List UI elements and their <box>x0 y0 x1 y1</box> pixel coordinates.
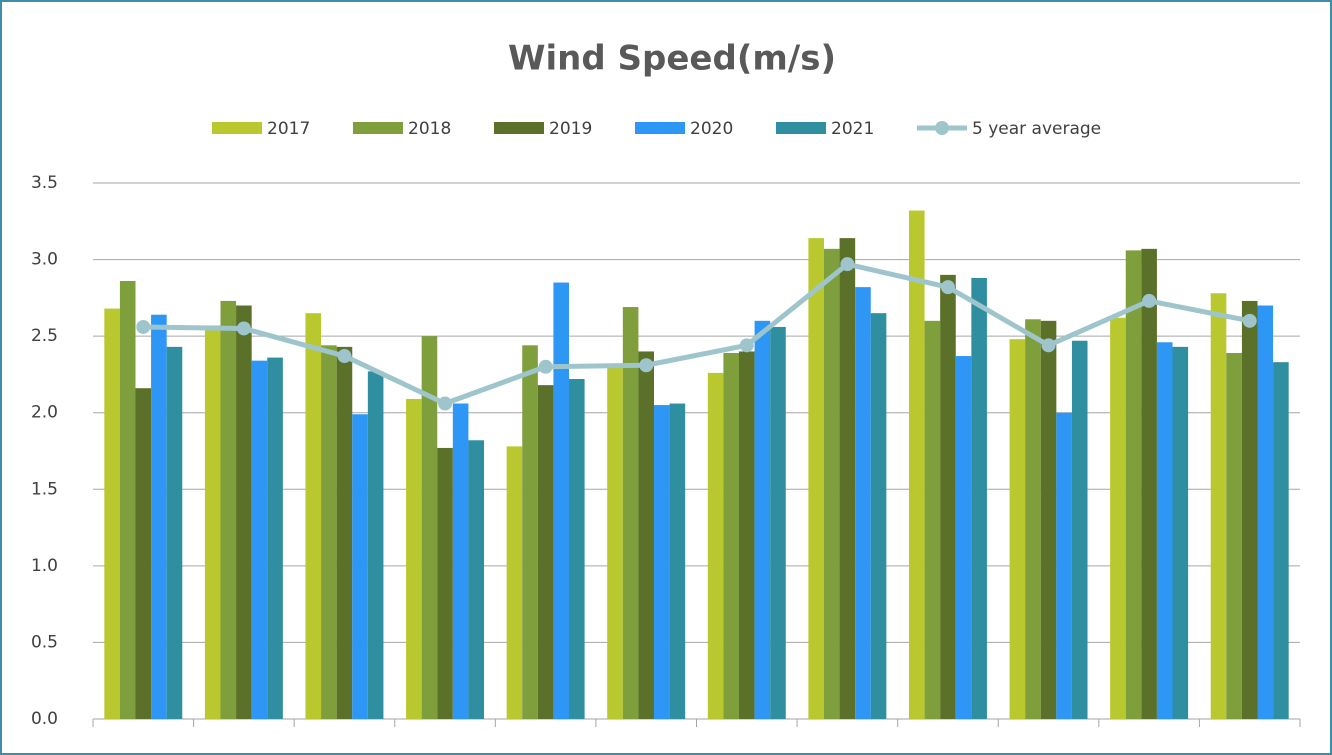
chart-title: Wind Speed(m/s) <box>508 39 836 79</box>
bar <box>808 238 824 720</box>
legend-swatch <box>635 122 685 134</box>
y-tick-label: 3.5 <box>31 173 58 193</box>
bar <box>421 336 438 719</box>
legend-swatch <box>494 122 544 134</box>
legend-swatch <box>212 122 262 134</box>
line-marker <box>236 321 251 336</box>
bar <box>940 274 956 719</box>
legend-label: 2020 <box>690 119 733 139</box>
bar <box>135 388 152 719</box>
y-tick-label: 0.5 <box>31 632 58 652</box>
bar <box>855 287 871 719</box>
legend-swatch <box>353 122 403 134</box>
bar <box>1141 248 1157 719</box>
bar <box>251 360 268 719</box>
bar <box>1156 342 1173 719</box>
bar <box>823 248 840 719</box>
line-marker <box>739 338 754 353</box>
bar <box>553 282 570 719</box>
bar <box>638 351 655 719</box>
bar <box>166 346 183 719</box>
legend-label: 5 year average <box>972 119 1101 139</box>
y-tick-label: 3.0 <box>31 250 58 270</box>
line <box>143 261 1251 407</box>
line-marker <box>639 358 654 373</box>
bar <box>305 313 322 719</box>
line-marker <box>438 396 453 411</box>
y-tick-label: 2.5 <box>31 326 58 346</box>
bar <box>1071 340 1088 719</box>
bar <box>104 308 120 719</box>
y-tick-label: 1.0 <box>31 556 58 576</box>
bar <box>955 356 972 719</box>
bar <box>971 277 987 719</box>
bar <box>1025 319 1041 719</box>
bar <box>1009 339 1026 719</box>
bar <box>723 352 739 719</box>
bar <box>1210 293 1227 719</box>
bar <box>707 372 724 719</box>
bar <box>924 320 941 719</box>
legend-label: 2019 <box>549 119 592 139</box>
bar <box>367 371 384 719</box>
line-marker <box>1041 338 1056 353</box>
line-marker <box>136 319 151 334</box>
bar <box>352 414 368 719</box>
bar <box>522 345 538 719</box>
y-tick-label: 0.0 <box>31 709 58 729</box>
bar <box>1110 317 1126 719</box>
legend-label: 2021 <box>831 119 874 139</box>
bar <box>839 238 856 720</box>
bar <box>452 403 469 719</box>
bar <box>437 447 453 719</box>
bar <box>1273 362 1289 719</box>
bar <box>406 398 422 719</box>
bar <box>1257 305 1274 719</box>
bar <box>622 307 639 719</box>
y-tick-label: 2.0 <box>31 403 58 423</box>
line-marker <box>1242 313 1257 328</box>
bar <box>770 326 786 719</box>
bar <box>569 379 585 719</box>
bar <box>236 305 252 719</box>
line-marker <box>337 349 352 364</box>
line-marker <box>538 359 553 374</box>
bar <box>506 446 523 719</box>
bar <box>1056 412 1072 719</box>
bar <box>654 405 670 719</box>
bar <box>1125 250 1142 719</box>
bar <box>1172 346 1189 719</box>
bar <box>336 346 353 719</box>
bar <box>754 320 771 719</box>
line-marker <box>1142 293 1157 308</box>
bar <box>537 385 554 719</box>
y-tick-label: 1.5 <box>31 479 58 499</box>
legend-swatch-marker <box>935 121 949 135</box>
legend-swatch <box>776 122 826 134</box>
bar <box>908 210 925 719</box>
bar <box>607 366 623 719</box>
legend-label: 2018 <box>408 119 451 139</box>
bar <box>220 300 237 719</box>
bar <box>321 345 337 719</box>
bar <box>1040 320 1057 719</box>
bar <box>1241 300 1258 719</box>
line-marker <box>940 280 955 295</box>
bar <box>669 403 686 719</box>
bar <box>267 357 283 719</box>
bar <box>738 351 755 719</box>
bar <box>151 314 167 719</box>
bar <box>870 313 887 719</box>
bar <box>204 325 221 719</box>
bar <box>119 281 136 719</box>
legend-label: 2017 <box>267 119 310 139</box>
bar <box>1226 352 1242 719</box>
bar <box>468 440 485 719</box>
line-marker <box>840 257 855 272</box>
